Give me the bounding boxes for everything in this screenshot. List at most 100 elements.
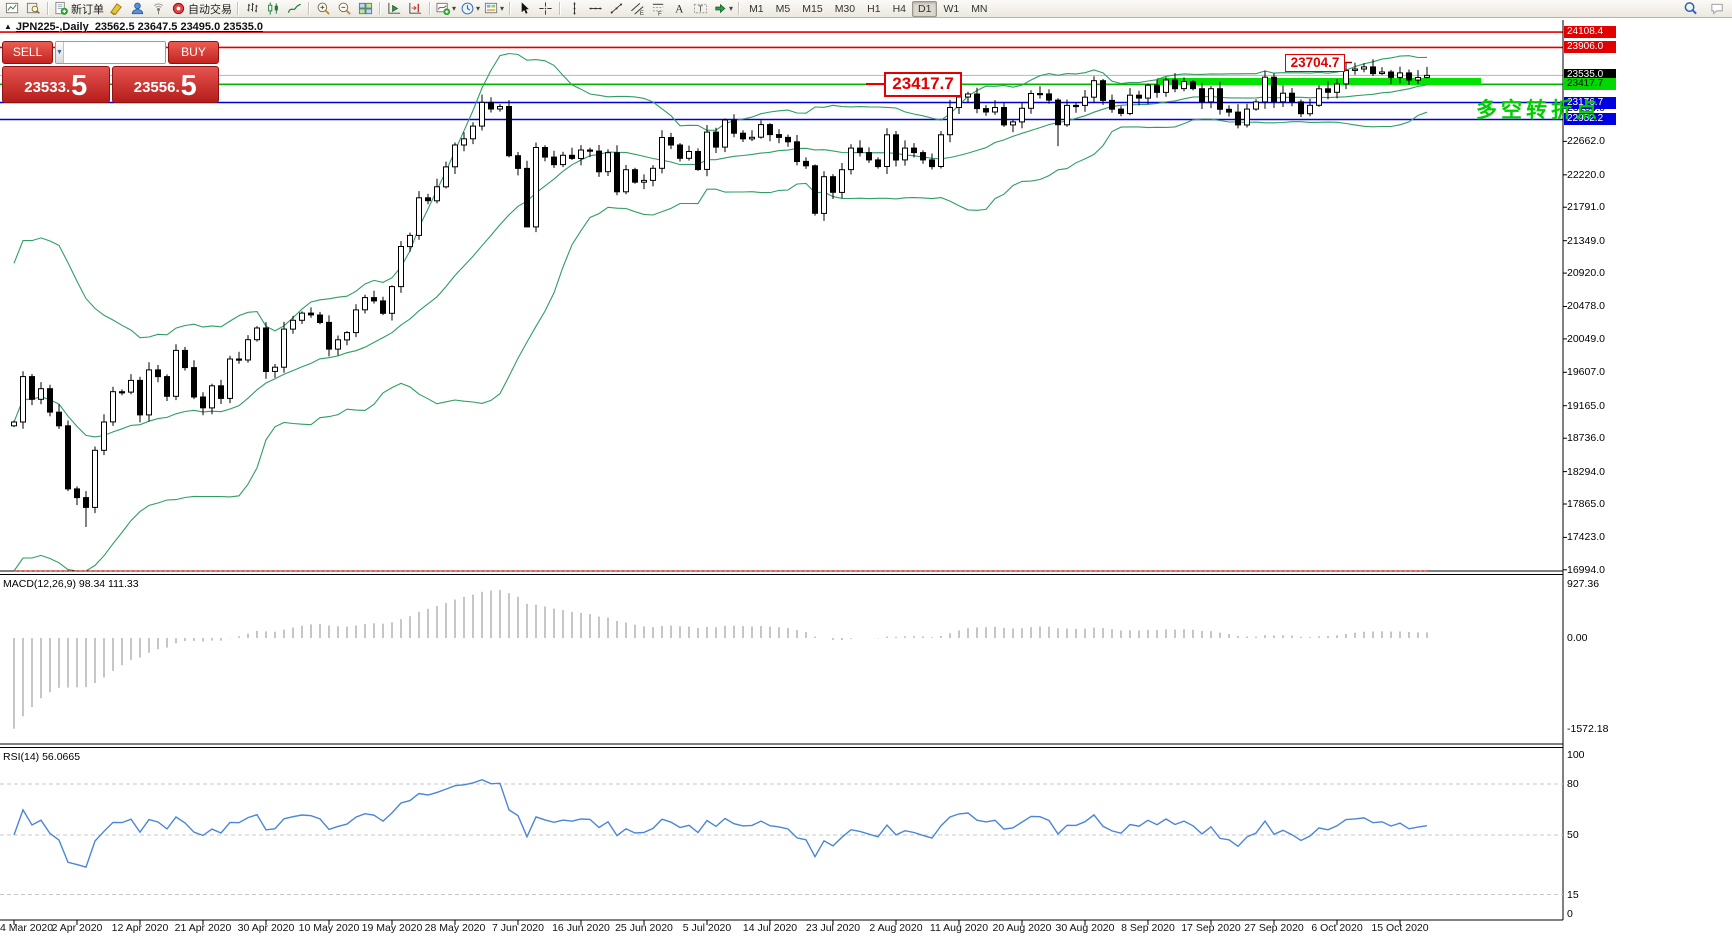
arrows-button[interactable]: ▾ [711, 0, 735, 17]
trendline-icon [610, 3, 623, 14]
svg-text:A: A [675, 4, 684, 16]
svg-text:E: E [640, 10, 644, 16]
chart-shift-button[interactable] [405, 0, 426, 17]
signals-button[interactable] [148, 0, 169, 17]
chevron-down-icon[interactable]: ▾ [452, 4, 457, 13]
toolbar-right [1680, 0, 1728, 17]
price-label-23417[interactable]: 23417.7 [884, 72, 962, 97]
highlight-band [1157, 78, 1481, 85]
timeframe-m5[interactable]: M5 [775, 2, 791, 15]
toolbar-separator [379, 2, 381, 15]
toolbar-separator [738, 2, 741, 15]
bars-chart-icon [247, 2, 258, 13]
rsi-label: RSI(14) 56.0665 [3, 751, 81, 763]
fibonacci-button[interactable]: F [648, 0, 669, 17]
timeframe-d1[interactable]: D1 [912, 0, 938, 17]
autoscroll-button[interactable] [384, 0, 405, 17]
new-order-icon [55, 1, 68, 15]
sell-price-display[interactable]: 23533. 5 [2, 66, 110, 103]
tile-windows-button[interactable] [355, 0, 376, 17]
chart-shift-icon [409, 2, 422, 14]
toolbar-separator [429, 2, 431, 15]
line-chart-button[interactable] [284, 0, 305, 17]
price-label-23704[interactable]: 23704.7 [1285, 54, 1345, 72]
brush-icon [110, 3, 122, 16]
chat-icon [1711, 3, 1723, 15]
sell-button[interactable]: SELL [2, 41, 53, 64]
autotrading-button[interactable]: 自动交易 [169, 0, 234, 17]
arrows-icon [715, 3, 726, 14]
bollinger-lower [13, 111, 1428, 572]
chat-button[interactable] [1707, 0, 1728, 17]
toolbar-separator [308, 2, 310, 15]
timeframe-toolbar: M1 M5 M15 M30 H1 H4 D1 W1 MN [743, 0, 993, 17]
timeframe-mn[interactable]: MN [971, 2, 988, 15]
templates-button[interactable]: ▾ [482, 0, 506, 17]
toolbar-separator [237, 2, 239, 15]
templates-icon [484, 2, 498, 14]
search-icon [1684, 2, 1697, 15]
chevron-down-icon[interactable]: ▾ [476, 4, 481, 13]
hline-button[interactable] [585, 0, 606, 17]
trendline-button[interactable] [606, 0, 627, 17]
svg-text:T: T [698, 4, 703, 13]
zoom-out-button[interactable] [334, 0, 355, 17]
profile-magnifier-icon [26, 2, 40, 14]
timeframe-w1[interactable]: W1 [943, 2, 960, 15]
timeframe-h1[interactable]: H1 [867, 2, 881, 15]
timeframe-m30[interactable]: M30 [834, 2, 856, 15]
chevron-down-icon[interactable]: ▾ [729, 4, 734, 13]
candlestick-chart-button[interactable] [263, 0, 284, 17]
periods-icon [461, 2, 474, 15]
vline-button[interactable] [564, 0, 585, 17]
periods-button[interactable]: ▾ [458, 0, 482, 17]
collapse-triangle-icon[interactable]: ▲ [4, 22, 12, 31]
chart-window-button[interactable] [2, 0, 23, 17]
one-click-trade-panel: SELL ▼ ▲ BUY 23533. 5 23556. 5 [2, 41, 219, 103]
experts-button[interactable] [127, 0, 148, 17]
buy-button[interactable]: BUY [168, 41, 219, 64]
crosshair-button[interactable] [535, 0, 556, 17]
profile-magnifier-button[interactable] [23, 0, 44, 17]
candles-layer [11, 59, 1430, 527]
indicators-button[interactable]: ▾ [434, 0, 458, 17]
experts-icon [131, 2, 144, 15]
text-icon: A [675, 4, 684, 16]
svg-text:F: F [658, 11, 662, 16]
toolbar-button-label: 自动交易 [188, 3, 232, 16]
vline-icon [573, 2, 576, 15]
chevron-down-icon[interactable]: ▾ [500, 4, 505, 13]
text-button[interactable]: A [669, 0, 690, 17]
search-button[interactable] [1680, 0, 1701, 17]
channel-icon: E [631, 2, 644, 16]
text-label-icon: T [693, 3, 708, 13]
bollinger-middle [13, 84, 1428, 438]
channel-button[interactable]: E [627, 0, 648, 17]
crosshair-icon [539, 2, 552, 15]
indicators-icon [436, 2, 451, 16]
fibonacci-icon: F [652, 3, 664, 16]
zoom-in-button[interactable] [313, 0, 334, 17]
buy-price-display[interactable]: 23556. 5 [111, 66, 219, 103]
timeframe-m15[interactable]: M15 [802, 2, 823, 15]
sell-price-main: 23533. [24, 79, 71, 96]
brush-button[interactable] [106, 0, 127, 17]
volume-input[interactable] [63, 42, 165, 63]
timeframe-h4[interactable]: H4 [892, 2, 906, 15]
toolbar-separator [509, 2, 512, 15]
volume-decrease-button[interactable]: ▼ [56, 42, 64, 63]
toolbar-separator [47, 2, 49, 15]
timeframe-m1[interactable]: M1 [749, 2, 764, 15]
bars-chart-button[interactable] [242, 0, 263, 17]
cursor-button[interactable] [514, 0, 535, 17]
new-order-button[interactable]: 新订单 [52, 0, 106, 17]
autotrading-icon [172, 2, 185, 15]
buy-price-pip: 5 [180, 70, 197, 102]
text-label-button[interactable]: T [690, 0, 711, 17]
chart-window-icon [5, 2, 19, 14]
line-chart-icon [287, 3, 301, 13]
turning-point-annotation[interactable]: 多空转折点 [1476, 99, 1601, 122]
volume-stepper: ▼ ▲ [55, 41, 166, 64]
rsi-line [13, 778, 1428, 868]
